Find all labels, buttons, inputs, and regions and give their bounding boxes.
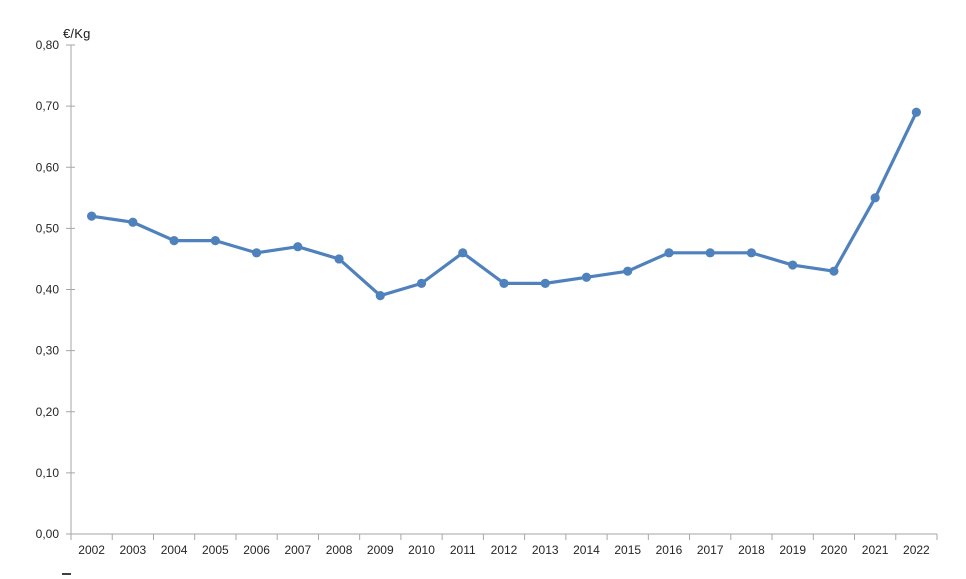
data-point-2010	[416, 278, 427, 288]
x-tick-label: 2021	[862, 543, 889, 557]
data-point-2007	[293, 242, 303, 252]
data-point-2011	[458, 248, 468, 258]
data-point-2003	[128, 217, 138, 227]
y-tick-label: 0,20	[36, 405, 60, 419]
x-tick-label: 2008	[326, 543, 353, 557]
data-point-2021	[870, 193, 880, 203]
data-point-2006	[251, 248, 262, 258]
y-tick-label: 0,80	[36, 38, 60, 52]
x-tick-label: 2002	[78, 543, 105, 557]
x-tick-label: 2004	[161, 543, 188, 557]
data-point-2020	[829, 266, 839, 276]
data-point-2017	[705, 248, 715, 258]
data-point-2005	[210, 236, 220, 246]
data-point-2002	[87, 211, 97, 221]
y-tick-label: 0,40	[36, 283, 60, 297]
data-point-2008	[334, 254, 344, 264]
y-tick-label: 0,70	[36, 99, 60, 113]
x-tick-label: 2015	[614, 543, 641, 557]
x-tick-label: 2011	[450, 543, 476, 557]
x-tick-label: 2014	[573, 543, 600, 557]
x-tick-label: 2019	[779, 543, 806, 557]
data-point-2019	[788, 260, 798, 270]
data-point-2016	[664, 248, 674, 258]
x-tick-label: 2007	[284, 543, 311, 557]
data-point-2022	[911, 107, 921, 117]
data-point-2012	[499, 278, 509, 288]
y-axis-title: €/Kg	[63, 26, 91, 41]
data-point-2013	[540, 278, 550, 288]
x-axis-labels: 2002 2003 2004 2005 2006 2007 2008 2009 2010 2011…	[78, 543, 930, 557]
cropped-text-fragment	[62, 573, 71, 575]
x-tick-label: 2010	[408, 543, 435, 557]
x-tick-label: 2020	[821, 543, 848, 557]
data-point-2014	[581, 272, 592, 282]
y-tick-label: 0,10	[36, 466, 60, 480]
x-tick-label: 2003	[120, 543, 147, 557]
x-tick-label: 2018	[738, 543, 765, 557]
x-tick-label: 2006	[243, 543, 270, 557]
y-axis-labels: 0,00 0,10 0,20 0,30 0,40 0,50 0,60 0,70 0,80	[36, 38, 60, 541]
y-axis-ticks	[66, 44, 75, 535]
x-tick-label: 2009	[367, 543, 394, 557]
x-tick-label: 2016	[656, 543, 683, 557]
series-markers	[87, 107, 921, 301]
y-tick-label: 0,60	[36, 160, 60, 174]
x-tick-label: 2012	[491, 543, 518, 557]
data-point-2015	[623, 266, 633, 276]
x-tick-label: 2013	[532, 543, 559, 557]
y-tick-label: 0,30	[36, 344, 60, 358]
y-tick-label: 0,50	[36, 221, 60, 235]
data-point-2009	[375, 291, 385, 301]
data-point-2018	[746, 248, 757, 258]
x-tick-label: 2022	[903, 543, 930, 557]
data-point-2004	[169, 236, 179, 246]
x-tick-label: 2017	[697, 543, 724, 557]
x-tick-label: 2005	[202, 543, 229, 557]
y-tick-label: 0,00	[36, 527, 60, 541]
x-axis-ticks	[70, 534, 938, 540]
